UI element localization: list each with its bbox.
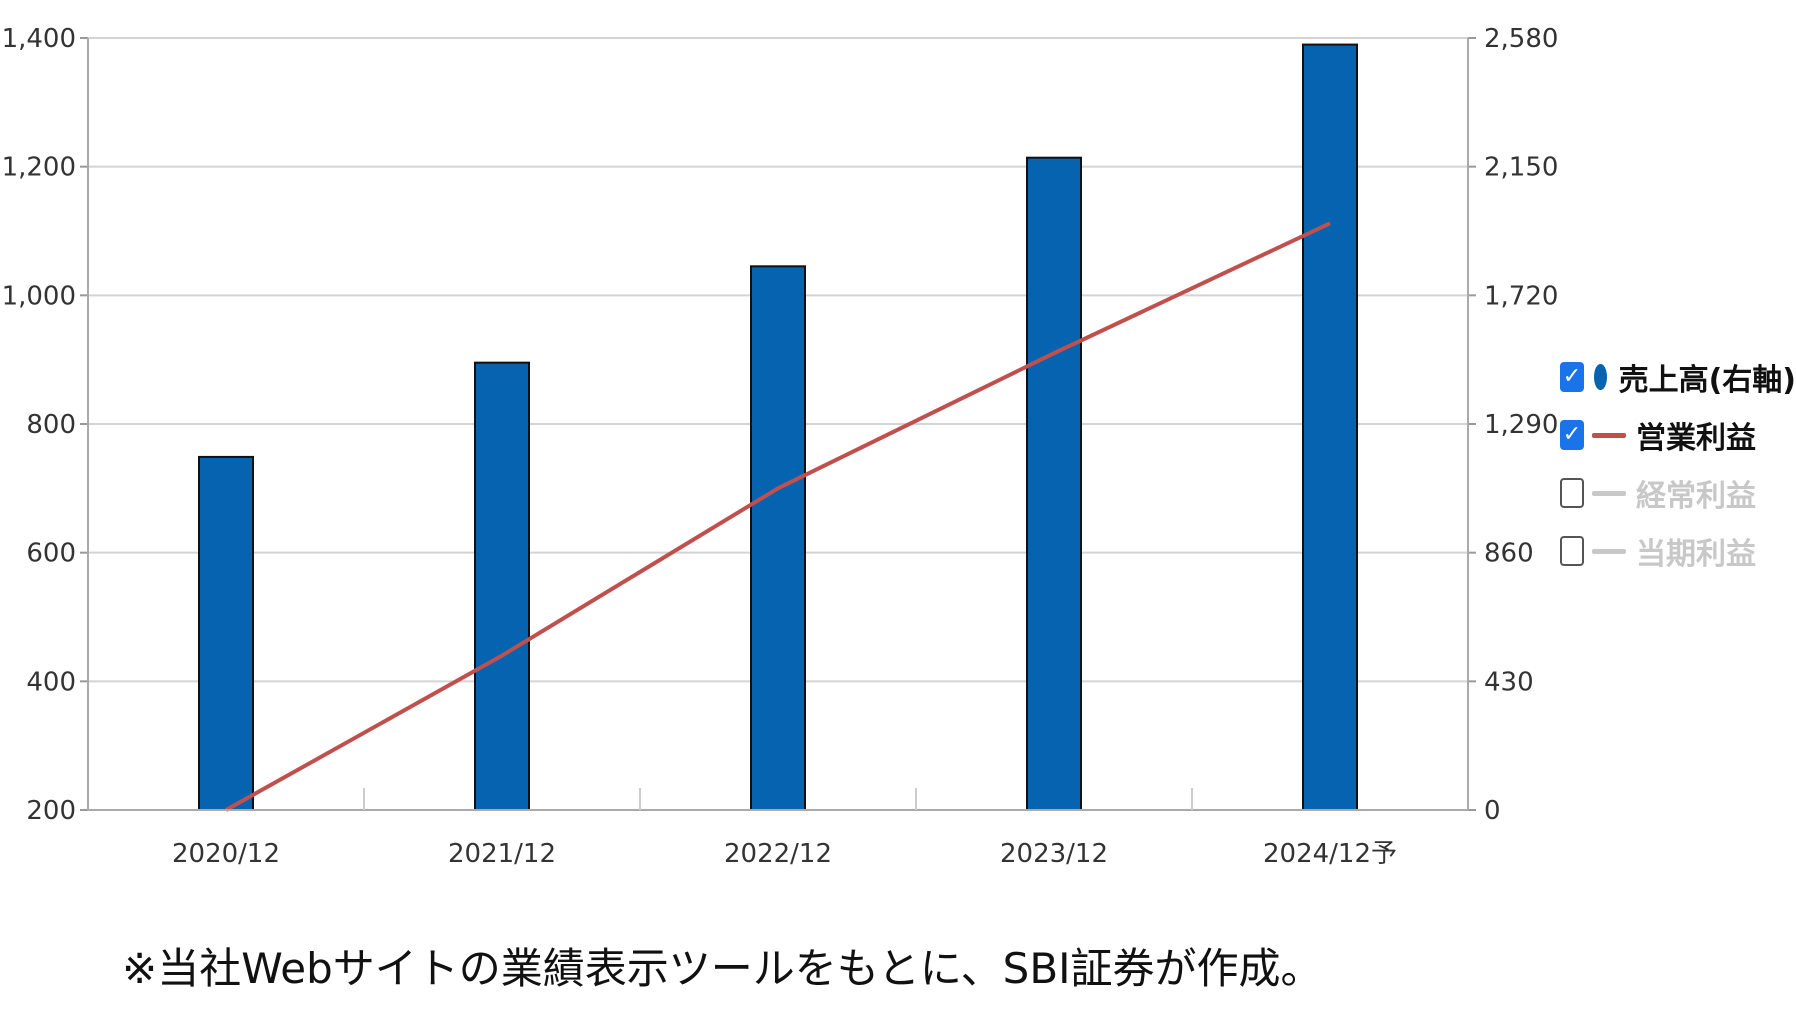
line-point (1329, 222, 1331, 224)
y-left-tick-label: 1,000 (2, 281, 76, 311)
line-series (225, 221, 1331, 812)
y-left-tick-label: 1,400 (2, 24, 76, 54)
line-marker-icon (1592, 490, 1626, 496)
legend: 売上高(右軸) 営業利益 経常利益 当期利益 (1560, 348, 1796, 580)
bar (1302, 43, 1358, 811)
y-right-tick-label: 430 (1484, 667, 1534, 697)
legend-label-sales: 売上高(右軸) (1618, 363, 1796, 398)
checkbox-sales[interactable] (1560, 362, 1584, 392)
y-left-tick-label: 1,200 (2, 153, 76, 183)
y-right-tick-label: 2,150 (1484, 153, 1558, 183)
checkbox-operating-profit[interactable] (1560, 420, 1584, 450)
line-marker-icon (1592, 432, 1626, 438)
bar (1026, 156, 1082, 811)
line-point (501, 655, 503, 657)
bar (198, 455, 254, 811)
legend-label-operating-profit: 営業利益 (1636, 421, 1756, 456)
y-right-tick-label: 1,290 (1484, 410, 1558, 440)
x-tick-label: 2024/12予 (1263, 839, 1397, 869)
bar-series (198, 43, 1358, 811)
axes (80, 37, 1476, 811)
line-marker-icon (1592, 548, 1626, 554)
y-left-tick-label: 600 (26, 539, 76, 569)
tick-labels: 200 0 400 430 600 860 800 1,290 1,000 1,720 1,200 2… (2, 24, 1559, 869)
legend-label-net-profit: 当期利益 (1636, 537, 1756, 572)
x-tick-label: 2023/12 (1000, 839, 1108, 869)
y-left-tick-label: 800 (26, 410, 76, 440)
legend-item-sales[interactable]: 売上高(右軸) (1560, 348, 1796, 406)
checkbox-ordinary-profit[interactable] (1560, 478, 1584, 508)
bar (750, 265, 806, 811)
legend-label-ordinary-profit: 経常利益 (1636, 479, 1756, 514)
footnote: ※当社Webサイトの業績表示ツールをもとに、SBI証券が作成。 (122, 944, 1323, 993)
x-tick-label: 2021/12 (448, 839, 556, 869)
y-right-tick-label: 0 (1484, 796, 1501, 826)
legend-item-operating-profit[interactable]: 営業利益 (1560, 406, 1796, 464)
line-point (1053, 352, 1055, 354)
y-right-tick-label: 860 (1484, 539, 1534, 569)
legend-item-ordinary-profit[interactable]: 経常利益 (1560, 464, 1796, 522)
bar (474, 361, 530, 811)
checkbox-net-profit[interactable] (1560, 536, 1584, 566)
legend-item-net-profit[interactable]: 当期利益 (1560, 522, 1796, 580)
line-point (777, 487, 779, 489)
sales-dot-icon (1594, 364, 1607, 390)
y-right-tick-label: 1,720 (1484, 281, 1558, 311)
x-tick-label: 2020/12 (172, 839, 280, 869)
x-tick-label: 2022/12 (724, 839, 832, 869)
y-left-tick-label: 200 (26, 796, 76, 826)
y-left-tick-label: 400 (26, 667, 76, 697)
y-right-tick-label: 2,580 (1484, 24, 1558, 54)
